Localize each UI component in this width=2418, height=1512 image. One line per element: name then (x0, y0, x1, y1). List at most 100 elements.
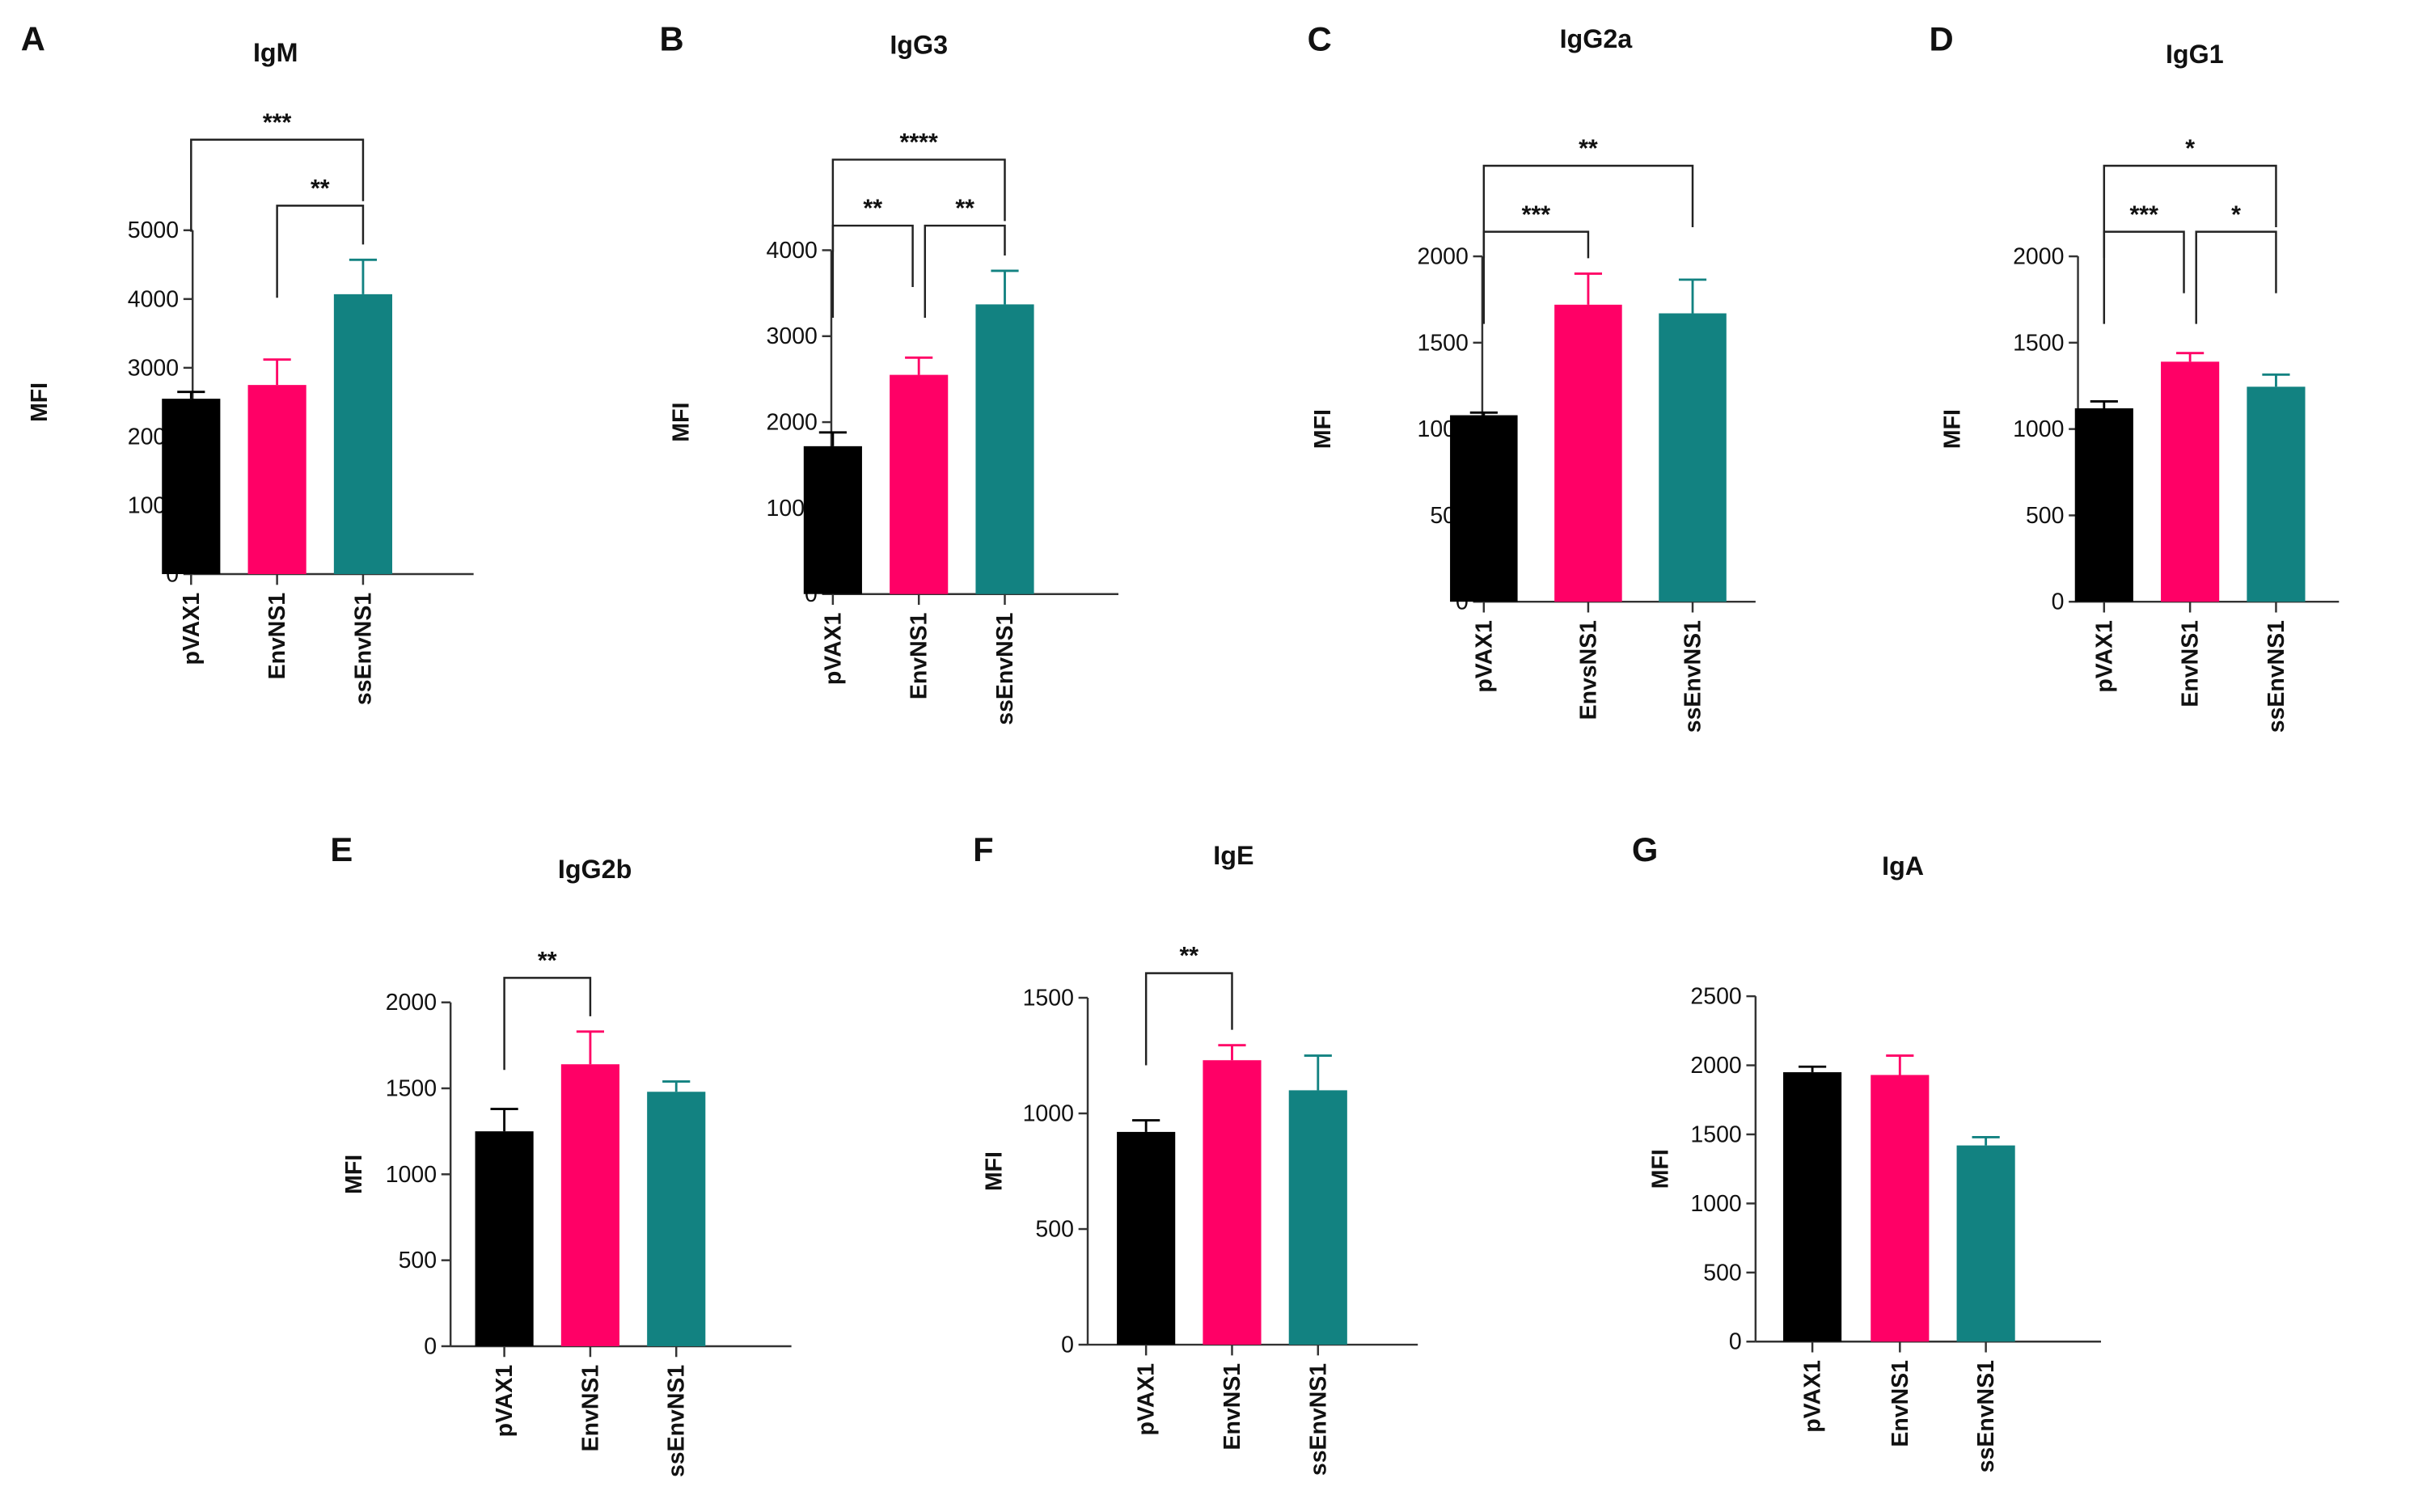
bar-envsns1 (1554, 304, 1622, 602)
significance-bracket (2103, 164, 2277, 258)
significance-label: ** (955, 196, 974, 222)
bar-pvax1 (475, 1131, 534, 1346)
x-tick-label: ssEnvNS1 (664, 1365, 690, 1477)
significance-label: ** (1579, 136, 1598, 163)
bar-pvax1 (162, 399, 221, 575)
significance-label: * (2185, 136, 2195, 163)
bar-envns1 (2161, 361, 2220, 602)
y-tick-label: 1000 (2013, 416, 2064, 442)
y-tick-label: 500 (2026, 503, 2065, 529)
panel-d: D IgG1 MFI 0 500 1000 1500 2000 pVAX1 EnvNS1 ssEnv… (1929, 20, 2340, 733)
y-tick-label: 500 (1703, 1260, 1741, 1286)
x-tick-label: pVAX1 (1134, 1363, 1160, 1436)
significance-label: ** (538, 948, 557, 974)
significance-bracket (1144, 972, 1233, 1066)
panel-letter: A (21, 20, 45, 58)
x-tick-label: EnvNS1 (907, 612, 932, 699)
panel-letter: E (330, 830, 353, 868)
significance-bracket (1482, 164, 1694, 258)
y-tick-label: 2000 (2013, 244, 2064, 270)
x-tick-label: ssEnvNS1 (992, 612, 1018, 724)
bar-pvax1 (1783, 1072, 1842, 1342)
significance-label: ** (863, 196, 882, 222)
y-tick-label: 1500 (2013, 330, 2064, 356)
y-tick-label: 0 (1729, 1329, 1742, 1355)
y-axis-label: MFI (1939, 409, 1965, 449)
significance-bracket (924, 224, 1006, 318)
panel-title: IgG2a (1560, 24, 1634, 53)
y-tick-label: 1000 (1690, 1191, 1741, 1217)
x-tick-label: ssEnvNS1 (1305, 1363, 1331, 1476)
significance-bracket (276, 205, 365, 298)
bar-pvax1 (1450, 415, 1518, 602)
y-tick-label: 1500 (1023, 986, 1074, 1012)
significance-bracket (831, 158, 1006, 252)
panel-letter: G (1632, 830, 1658, 868)
y-tick-label: 1000 (1023, 1101, 1074, 1127)
panel-letter: D (1929, 20, 1953, 58)
bar-envns1 (890, 374, 949, 594)
y-axis-label: MFI (27, 382, 53, 422)
bar-envns1 (247, 385, 306, 575)
significance-label: *** (1522, 201, 1551, 228)
significance-bracket (503, 977, 592, 1071)
x-tick-label: EnvNS1 (1220, 1363, 1245, 1451)
y-tick-label: 2000 (767, 410, 818, 436)
bar-ssenvns1 (333, 294, 393, 575)
x-tick-label: ssEnvNS1 (1973, 1360, 1999, 1472)
y-tick-label: 2000 (1690, 1053, 1741, 1079)
y-axis-label: MFI (1648, 1149, 1674, 1189)
x-tick-label: EnvNS1 (2178, 620, 2204, 707)
significance-label: * (2231, 201, 2241, 228)
y-tick-label: 2500 (1690, 984, 1741, 1010)
y-tick-label: 2000 (386, 990, 437, 1016)
significance-label: *** (2129, 201, 2158, 228)
panel-letter: B (659, 20, 683, 58)
panel-e: E IgG2b MFI 0 500 1000 1500 2000 pVAX1 EnvNS1 ssEn… (330, 830, 792, 1477)
bar-ssenvns1 (1288, 1090, 1347, 1345)
y-tick-label: 0 (2052, 589, 2065, 615)
y-axis-label: MFI (982, 1151, 1008, 1191)
panel-letter: C (1308, 20, 1332, 58)
panel-title: IgG3 (890, 30, 948, 59)
bar-pvax1 (2074, 408, 2133, 602)
panel-title: IgE (1213, 841, 1253, 870)
x-tick-label: ssEnvNS1 (350, 593, 376, 705)
x-tick-label: pVAX1 (492, 1365, 518, 1438)
x-tick-label: EnvNS1 (1887, 1360, 1913, 1447)
bar-ssenvns1 (975, 304, 1034, 594)
y-tick-label: 2000 (1417, 244, 1468, 270)
x-tick-label: pVAX1 (179, 593, 205, 665)
y-tick-label: 1500 (1417, 330, 1468, 356)
significance-label: ** (1179, 943, 1198, 969)
panel-title: IgG2b (558, 855, 632, 884)
y-tick-label: 500 (1035, 1217, 1074, 1243)
panel-title: IgA (1882, 851, 1924, 881)
bar-ssenvns1 (2247, 386, 2306, 602)
x-tick-label: ssEnvNS1 (1680, 620, 1706, 733)
bar-ssenvns1 (1659, 313, 1727, 602)
panel-g: G IgA MFI 0 500 1000 1500 2000 2500 pVAX1 EnvNS1 ss… (1632, 830, 2102, 1472)
y-tick-label: 1500 (1690, 1121, 1741, 1147)
x-tick-label: pVAX1 (2091, 620, 2117, 693)
bar-envns1 (1203, 1060, 1262, 1345)
y-tick-label: 500 (399, 1248, 438, 1273)
significance-bracket (190, 138, 365, 232)
panel-f: F IgE MFI 0 500 1000 1500 pVAX1 EnvNS1 ssEnvNS1 ** (973, 830, 1418, 1476)
x-tick-label: EnvsNS1 (1575, 620, 1601, 720)
y-tick-label: 4000 (128, 286, 179, 312)
panel-letter: F (973, 830, 994, 868)
significance-label: **** (900, 129, 938, 156)
y-tick-label: 1000 (386, 1162, 437, 1188)
bar-pvax1 (1117, 1131, 1176, 1345)
significance-label: ** (311, 175, 330, 202)
bar-envns1 (560, 1064, 619, 1346)
significance-bracket (1482, 230, 1590, 324)
significance-label: *** (263, 109, 292, 136)
y-tick-label: 3000 (767, 323, 818, 349)
y-axis-label: MFI (1310, 409, 1336, 449)
y-tick-label: 5000 (128, 218, 179, 243)
bar-ssenvns1 (1956, 1145, 2015, 1342)
